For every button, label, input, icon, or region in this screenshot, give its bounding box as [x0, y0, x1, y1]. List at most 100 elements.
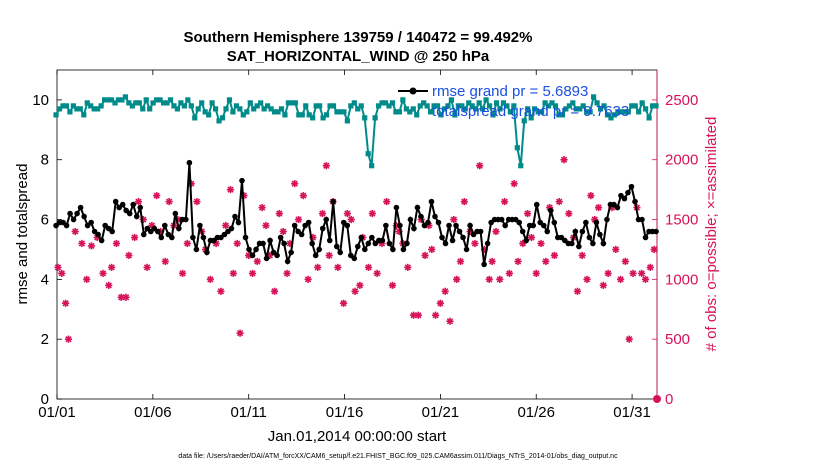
rmse-point [344, 222, 351, 229]
totalspread-point [577, 106, 583, 112]
totalspread-point [538, 109, 545, 115]
chart-title-line1: Southern Hemisphere 139759 / 140472 = 99… [184, 29, 533, 46]
totalspread-point [452, 112, 458, 118]
obs-marker [131, 233, 139, 242]
totalspread-point [77, 106, 83, 112]
totalspread-point [199, 100, 205, 106]
totalspread-point [653, 103, 659, 109]
totalspread-point [424, 103, 430, 109]
totalspread-point [202, 109, 208, 115]
obs-marker [222, 221, 230, 230]
totalspread-point [639, 100, 645, 106]
rmse-point [183, 216, 189, 223]
totalspread-point [514, 145, 520, 151]
rmse-point [456, 228, 463, 235]
rmse-point [519, 228, 526, 235]
totalspread-point [407, 109, 413, 115]
totalspread-point [126, 100, 132, 106]
rmse-point [442, 240, 449, 247]
totalspread-point [445, 103, 451, 109]
obs-marker [275, 209, 283, 218]
rmse-point [67, 210, 73, 217]
rmse-point [204, 249, 210, 256]
totalspread-point [212, 106, 219, 112]
rmse-point [547, 207, 554, 214]
rmse-point [597, 231, 603, 238]
totalspread-point [237, 106, 243, 112]
obs-marker [54, 263, 62, 271]
y-tick-label-left: 8 [41, 152, 49, 169]
rmse-series [53, 159, 659, 268]
obs-marker [524, 209, 532, 218]
legend-spread-label: totalspread grand pr = 9.7633 [432, 103, 629, 120]
rmse-point [484, 240, 491, 247]
rmse-point [432, 213, 438, 220]
totalspread-point [486, 103, 493, 109]
obs-marker [64, 335, 73, 343]
totalspread-point [532, 106, 538, 112]
rmse-point [642, 234, 649, 241]
rmse-point [112, 198, 119, 205]
totalspread-point [53, 112, 59, 118]
rmse-point [169, 234, 175, 241]
totalspread-point [254, 103, 260, 109]
totalspread-point [150, 100, 156, 106]
obs-marker [501, 198, 509, 206]
obs-marker [583, 275, 591, 283]
totalspread-point [143, 97, 149, 103]
obs-marker [514, 257, 522, 266]
rmse-point [460, 234, 466, 241]
obs-marker [368, 209, 376, 218]
obs-marker [314, 263, 322, 271]
y-tick-label-left: 2 [41, 331, 49, 348]
obs-marker [441, 287, 449, 295]
totalspread-point [393, 109, 399, 115]
obs-marker [476, 162, 484, 170]
totalspread-point [317, 103, 323, 109]
rmse-point [291, 222, 298, 229]
rmse-point [576, 243, 582, 250]
totalspread-point [483, 97, 489, 103]
rmse-point [583, 219, 589, 226]
obs-marker [134, 198, 143, 206]
x-tick-label: 01/21 [422, 404, 460, 421]
obs-marker [565, 209, 573, 218]
totalspread-point [192, 115, 198, 121]
rmse-point [411, 225, 417, 232]
rmse-point [614, 204, 621, 211]
totalspread-point [206, 112, 212, 118]
rmse-point [383, 222, 389, 229]
totalspread-point [400, 97, 406, 103]
totalspread-point [441, 106, 448, 112]
rmse-point [119, 201, 126, 208]
rmse-point [533, 201, 540, 208]
x-tick-label: 01/26 [517, 404, 555, 421]
obs-marker [436, 299, 444, 307]
totalspread-point [129, 103, 135, 109]
x-axis-label: Jan.01,2014 00:00:00 start [268, 428, 447, 445]
totalspread-point [625, 109, 631, 115]
obs-marker [347, 215, 355, 224]
x-tick-label: 01/06 [134, 404, 172, 421]
totalspread-point [95, 106, 101, 112]
totalspread-point [101, 97, 108, 103]
obs-marker [625, 335, 633, 343]
totalspread-point [570, 100, 576, 106]
rmse-point [316, 246, 322, 253]
totalspread-point [448, 97, 455, 103]
obs-marker [537, 239, 545, 248]
rmse-point [263, 255, 270, 262]
rmse-point [390, 246, 396, 253]
totalspread-point [507, 109, 513, 115]
totalspread-point [348, 103, 354, 109]
obs-marker [304, 275, 312, 283]
rmse-point [477, 228, 484, 235]
totalspread-point [337, 109, 344, 115]
rmse-point [435, 219, 442, 226]
obs-marker [488, 257, 496, 266]
totalspread-point [320, 115, 326, 121]
obs-marker [253, 257, 261, 266]
totalspread-point [434, 103, 441, 109]
rmse-point [540, 222, 547, 229]
